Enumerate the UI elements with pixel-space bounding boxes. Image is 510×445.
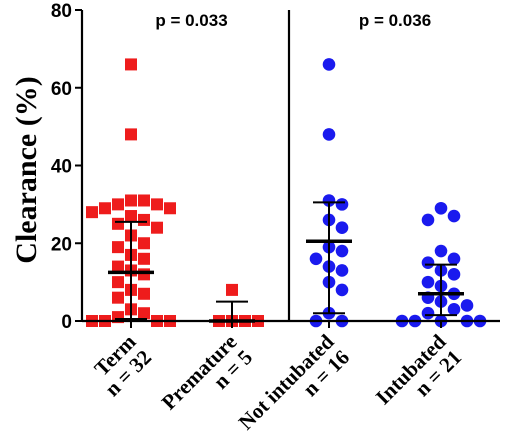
data-point-square	[138, 194, 150, 207]
p-value-label: p = 0.036	[359, 11, 431, 30]
data-points	[86, 58, 487, 328]
y-tick-label: 40	[51, 157, 72, 178]
y-tick-label: 20	[51, 234, 72, 255]
data-point-square	[99, 202, 111, 215]
y-tick-label: 60	[51, 79, 72, 100]
data-point-circle	[447, 252, 461, 266]
data-point-circle	[335, 198, 349, 211]
data-point-circle	[335, 264, 349, 277]
data-point-square	[112, 198, 124, 211]
median-iqr-bars	[108, 201, 464, 323]
data-point-circle	[335, 221, 349, 234]
data-point-circle	[322, 128, 336, 141]
data-point-square	[112, 291, 124, 304]
data-point-circle	[335, 244, 349, 258]
data-point-square	[125, 58, 137, 71]
data-point-circle	[421, 306, 435, 320]
data-point-square	[125, 210, 137, 223]
p-value-annotations: p = 0.033 p = 0.036	[155, 11, 431, 30]
data-point-circle	[421, 256, 435, 269]
data-point-square	[125, 128, 137, 141]
y-axis-ticks: 0 20 40 60 80	[51, 1, 442, 333]
data-point-square	[112, 217, 124, 230]
data-point-square	[138, 237, 150, 250]
y-tick-label: 80	[51, 1, 72, 22]
data-point-square	[164, 202, 176, 215]
data-point-circle	[447, 268, 461, 281]
data-point-circle	[447, 209, 461, 223]
data-point-circle	[460, 299, 474, 312]
data-point-square	[138, 307, 150, 320]
data-point-circle	[434, 244, 448, 258]
data-point-square	[226, 283, 238, 296]
data-point-square	[112, 260, 124, 273]
data-point-square	[138, 252, 150, 265]
data-point-circle	[421, 213, 435, 227]
data-point-circle	[322, 194, 336, 207]
data-point-square	[151, 198, 163, 211]
data-point-circle	[309, 252, 323, 266]
data-point-square	[151, 221, 163, 234]
data-point-circle	[335, 283, 349, 297]
data-point-square	[112, 276, 124, 289]
data-point-square	[138, 268, 150, 281]
data-point-square	[112, 241, 124, 254]
y-axis-label: Clearance (%)	[10, 76, 43, 263]
data-point-circle	[421, 275, 435, 289]
data-point-square	[86, 206, 98, 219]
data-point-circle	[447, 303, 461, 316]
data-point-square	[138, 213, 150, 226]
data-point-square	[138, 287, 150, 300]
data-point-square	[125, 194, 137, 207]
data-point-circle	[322, 58, 336, 71]
data-point-circle	[434, 201, 448, 215]
p-value-label: p = 0.033	[155, 11, 227, 30]
y-tick-label: 0	[61, 312, 72, 333]
